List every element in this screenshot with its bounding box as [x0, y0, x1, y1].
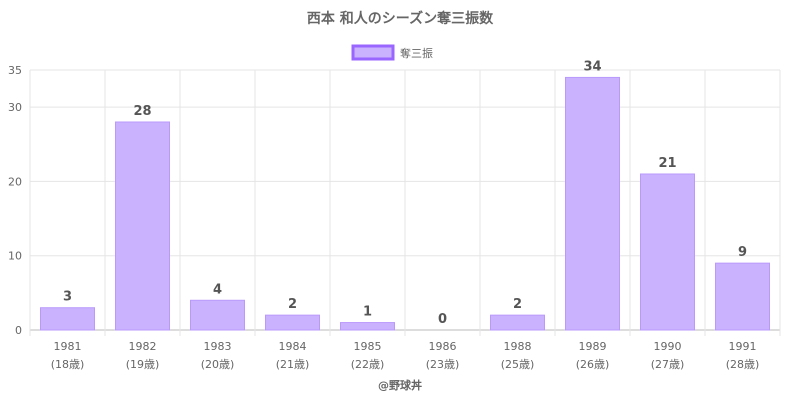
x-tick-sublabel: (28歳)	[726, 358, 760, 371]
data-label: 1	[363, 305, 372, 320]
x-tick-label: 1982	[129, 340, 157, 353]
bar[interactable]	[340, 322, 395, 331]
bar[interactable]	[190, 299, 245, 331]
x-tick-sublabel: (21歳)	[276, 358, 310, 371]
legend-label: 奪三振	[400, 46, 433, 60]
bar[interactable]	[265, 314, 320, 331]
data-label: 2	[513, 297, 522, 312]
x-tick-sublabel: (27歳)	[651, 358, 685, 371]
x-tick-label: 1990	[654, 340, 682, 353]
data-label: 0	[438, 312, 447, 327]
x-tick-sublabel: (22歳)	[351, 358, 385, 371]
x-tick-sublabel: (26歳)	[576, 358, 610, 371]
bar[interactable]	[115, 121, 170, 331]
x-tick-sublabel: (25歳)	[501, 358, 535, 371]
x-tick-sublabel: (23歳)	[426, 358, 460, 371]
data-label: 3	[63, 290, 72, 305]
data-label: 34	[583, 59, 601, 74]
x-tick-label: 1985	[354, 340, 382, 353]
x-axis: 1981 (18歳) 1982 (19歳) 1983 (20歳) 1984 (21歳) 1985…	[51, 340, 760, 371]
x-tick-sublabel: (20歳)	[201, 358, 235, 371]
bar[interactable]	[40, 307, 95, 331]
bars	[40, 76, 770, 331]
x-tick-label: 1989	[579, 340, 607, 353]
legend-swatch	[351, 44, 395, 61]
y-tick-label: 10	[8, 250, 22, 263]
y-tick-label: 30	[8, 101, 22, 114]
data-label: 9	[738, 245, 747, 260]
bar[interactable]	[565, 76, 620, 331]
data-label: 21	[658, 156, 676, 171]
bar[interactable]	[640, 173, 695, 331]
y-axis: 0 10 20 30 35	[8, 64, 22, 337]
credit-text: @野球丼	[378, 378, 422, 392]
x-tick-label: 1988	[504, 340, 532, 353]
data-label: 28	[133, 104, 151, 119]
x-tick-sublabel: (19歳)	[126, 358, 160, 371]
legend[interactable]: 奪三振	[351, 44, 433, 61]
y-tick-label: 0	[15, 324, 22, 337]
x-tick-label: 1983	[204, 340, 232, 353]
x-tick-label: 1991	[729, 340, 757, 353]
chart-title: 西本 和人のシーズン奪三振数	[307, 10, 494, 27]
x-tick-label: 1986	[429, 340, 457, 353]
data-label: 4	[213, 282, 222, 297]
x-tick-label: 1981	[54, 340, 82, 353]
x-tick-sublabel: (18歳)	[51, 358, 85, 371]
bar[interactable]	[715, 262, 770, 331]
bar[interactable]	[490, 314, 545, 331]
data-label: 2	[288, 297, 297, 312]
y-tick-label: 35	[8, 64, 22, 77]
x-tick-label: 1984	[279, 340, 307, 353]
y-tick-label: 20	[8, 175, 22, 188]
